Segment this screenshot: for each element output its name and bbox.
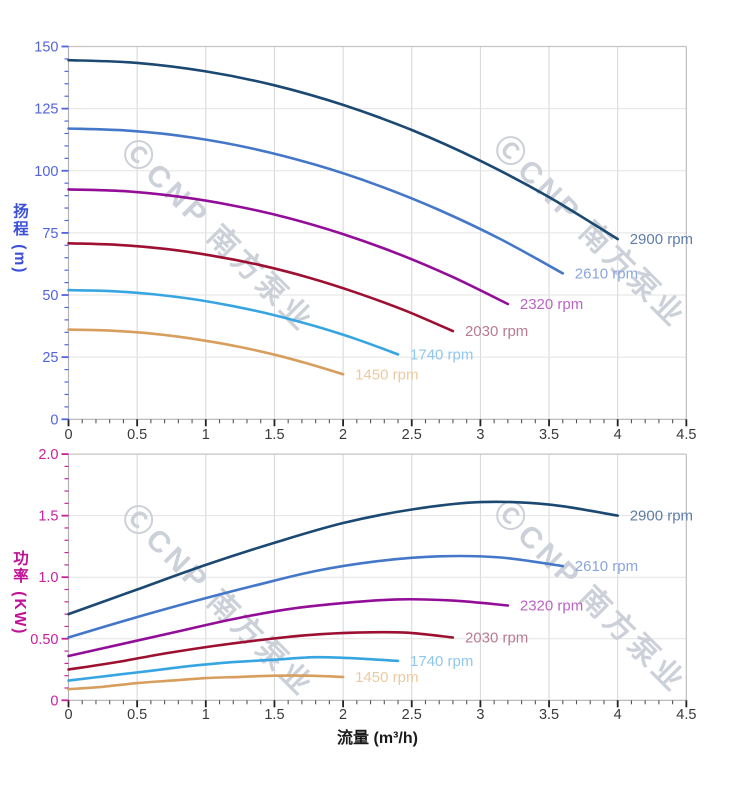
curve-2610rpm	[67, 554, 565, 639]
y-tick-label: 75	[42, 226, 58, 242]
x-tick-label: 1	[202, 427, 210, 443]
curve-label-2320rpm: 2320 rpm	[520, 296, 583, 313]
x-tick-label: 3.5	[539, 427, 559, 443]
x-tick-label: 0.5	[127, 707, 147, 723]
curve-label-2610rpm: 2610 rpm	[575, 265, 638, 282]
curve-1450rpm	[67, 674, 345, 691]
y-tick-label: 1.5	[38, 509, 58, 525]
curve-1740rpm	[67, 655, 400, 682]
watermark: ⒸCNP 南方泵业	[115, 498, 321, 704]
flow-axis-title: 流量 (m³/h)	[337, 730, 418, 747]
x-tick-label: 4	[614, 707, 622, 723]
watermark: ⒸCNP 南方泵业	[115, 133, 321, 339]
x-tick-label: 4.5	[676, 427, 696, 443]
x-tick-label: 1.5	[264, 427, 284, 443]
y-tick-label: 0.50	[30, 632, 58, 648]
y-tick-label: 50	[42, 288, 58, 304]
x-tick-label: 3.5	[539, 707, 559, 723]
y-tick-label: 125	[34, 102, 58, 118]
x-tick-label: 2.5	[402, 707, 422, 723]
x-tick-label: 2	[339, 427, 347, 443]
x-tick-label: 3	[476, 707, 484, 723]
y-tick-label: 100	[34, 164, 58, 180]
y-tick-label: 1.0	[38, 570, 58, 586]
head-axis-title: 扬程 (m)	[11, 203, 28, 275]
x-tick-label: 2.5	[402, 427, 422, 443]
curve-1740rpm	[67, 288, 400, 356]
curve-2610rpm	[67, 127, 565, 275]
y-tick-label: 25	[42, 350, 58, 366]
power-axis-title: 功率 (KW)	[11, 550, 28, 636]
y-tick-label: 0	[50, 412, 58, 428]
curve-2030rpm	[67, 242, 455, 333]
x-tick-label: 0	[64, 427, 72, 443]
curve-label-1740rpm: 1740 rpm	[410, 653, 473, 670]
x-tick-label: 0.5	[127, 427, 147, 443]
curve-label-2900rpm: 2900 rpm	[630, 231, 693, 248]
watermark: ⒸCNP 南方泵业	[487, 494, 693, 700]
curve-label-1450rpm: 1450 rpm	[355, 669, 418, 686]
curve-2320rpm	[67, 188, 510, 306]
curve-1450rpm	[67, 328, 345, 376]
x-tick-label: 3	[476, 427, 484, 443]
gridlines	[68, 46, 687, 420]
curve-label-1450rpm: 1450 rpm	[355, 366, 418, 383]
curve-label-2030rpm: 2030 rpm	[465, 323, 528, 340]
y-tick-label: 2.0	[38, 447, 58, 463]
curve-2320rpm	[67, 597, 510, 658]
y-tick-label: 150	[34, 40, 58, 56]
curve-2030rpm	[67, 630, 455, 671]
x-tick-label: 4	[614, 427, 622, 443]
curve-label-2320rpm: 2320 rpm	[520, 598, 583, 615]
x-tick-label: 1	[202, 707, 210, 723]
x-tick-label: 2	[339, 707, 347, 723]
axes: 0 0.5 1 1.5 2 2.5 3 3.5 4 4.5 0 0.50 1.0 1.5 2.0	[30, 447, 696, 723]
curve-2900rpm	[67, 500, 619, 616]
curves: 2900 rpm 2610 rpm 2320 rpm 2030 rpm 1740 rpm…	[67, 58, 693, 383]
curve-2900rpm	[67, 58, 619, 241]
axes: 0 0.5 1 1.5 2 2.5 3 3.5 4 4.5 0 25 50 75 100 125 150	[34, 40, 696, 444]
curve-label-2030rpm: 2030 rpm	[465, 630, 528, 647]
y-tick-label: 0	[50, 693, 58, 709]
curve-label-2900rpm: 2900 rpm	[630, 508, 693, 525]
x-tick-label: 4.5	[676, 707, 696, 723]
x-tick-label: 0	[64, 707, 72, 723]
curves: 2900 rpm 2610 rpm 2320 rpm 2030 rpm 1740 rpm…	[67, 500, 693, 691]
curve-label-2610rpm: 2610 rpm	[575, 558, 638, 575]
x-tick-label: 1.5	[264, 707, 284, 723]
curve-label-1740rpm: 1740 rpm	[410, 346, 473, 363]
